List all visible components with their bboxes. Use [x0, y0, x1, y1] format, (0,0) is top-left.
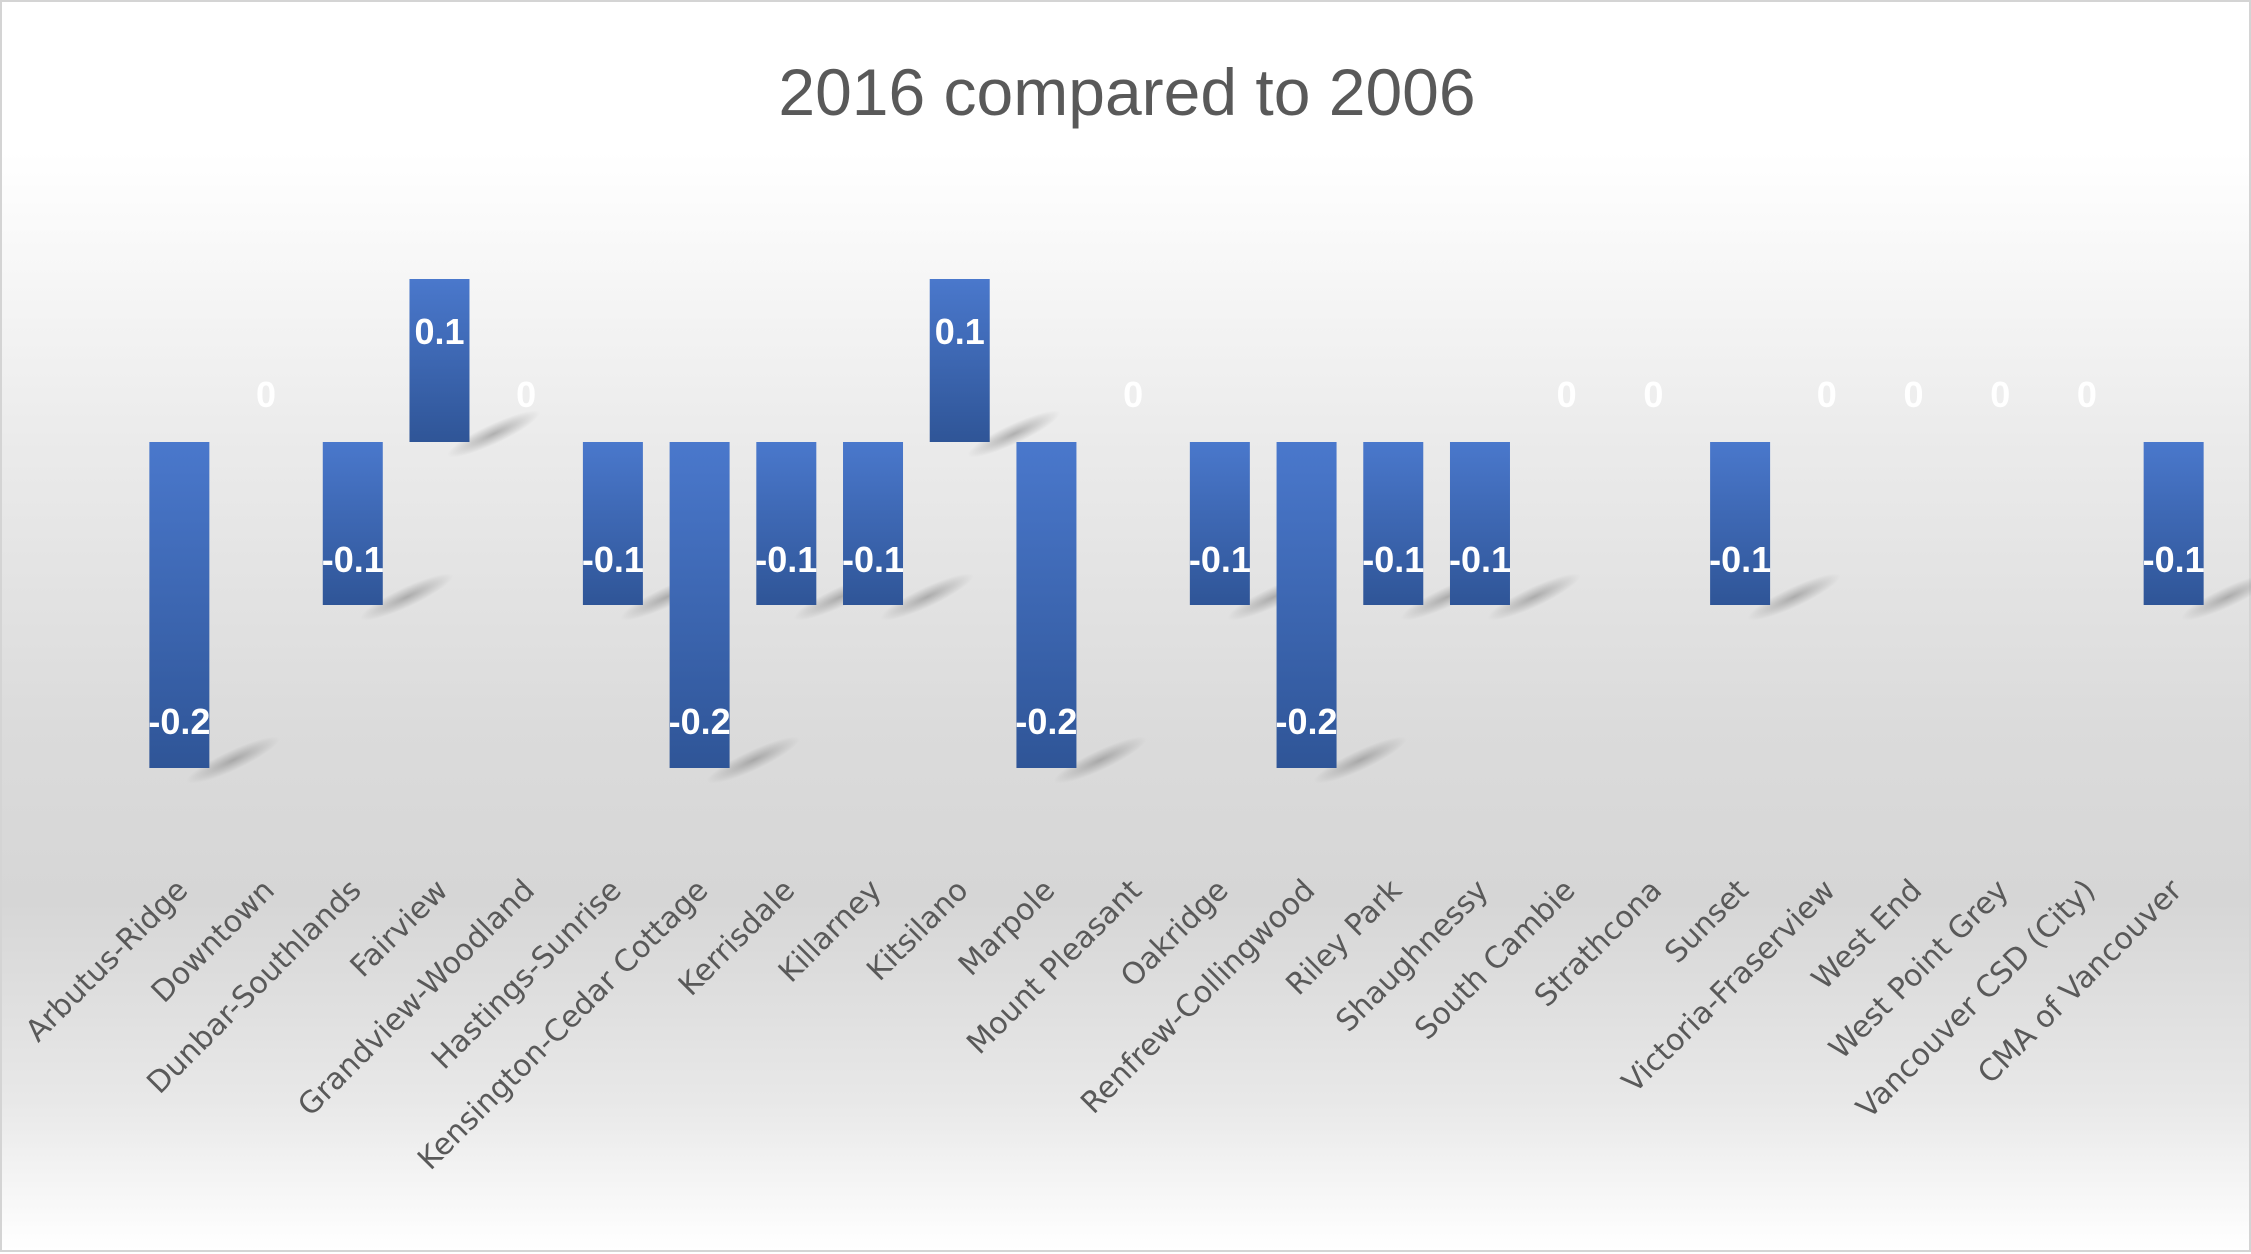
data-label: 0 [1557, 374, 1577, 415]
data-label: -0.1 [1449, 539, 1511, 580]
data-label: 0 [1643, 374, 1663, 415]
bar [149, 442, 210, 768]
bar [582, 442, 643, 605]
bar [409, 279, 470, 442]
data-label: -0.1 [1362, 539, 1424, 580]
category-labels: Arbutus-RidgeDowntownDunbar-SouthlandsFa… [19, 872, 2190, 1177]
data-label: -0.2 [148, 701, 210, 742]
data-label: -0.1 [582, 539, 644, 580]
data-label: 0 [2077, 374, 2097, 415]
bar-shadow [1747, 573, 1841, 621]
data-label: 0 [1123, 374, 1143, 415]
data-label: -0.1 [842, 539, 904, 580]
bar-shadow [707, 736, 801, 784]
bar [1276, 442, 1337, 768]
bar-shadow [186, 736, 280, 784]
data-label: -0.2 [1015, 701, 1077, 742]
data-label: 0 [516, 374, 536, 415]
bar-shadow [967, 410, 1061, 458]
bar [1189, 442, 1250, 605]
bar-shadow [447, 410, 540, 458]
data-label: -0.2 [1276, 701, 1338, 742]
data-label: 0 [256, 374, 276, 415]
bar [322, 442, 383, 605]
data-label: 0 [1817, 374, 1837, 415]
bar [1016, 442, 1077, 768]
data-label: 0 [1904, 374, 1924, 415]
bar [929, 279, 990, 442]
data-label: -0.1 [1189, 539, 1251, 580]
data-label: -0.1 [2143, 539, 2205, 580]
data-label: 0.1 [935, 311, 985, 352]
data-label: -0.1 [322, 539, 384, 580]
category-label: Shaughnessy [1329, 873, 1495, 1039]
bar-shadow [360, 573, 454, 621]
data-label: 0.1 [414, 311, 464, 352]
bar-shadow [1054, 736, 1147, 784]
bar [2143, 442, 2204, 605]
bar [1710, 442, 1771, 605]
bar-shadow [1314, 736, 1407, 784]
data-labels: -0.2 0 -0.1 0.1 0 -0.1 -0.2 -0.1 -0.1 0.1 -0.2 0 -0.… [148, 311, 2204, 742]
data-label: -0.2 [669, 701, 731, 742]
data-label: -0.1 [1709, 539, 1771, 580]
data-label: 0 [1990, 374, 2010, 415]
bar [1449, 442, 1510, 605]
bar [843, 442, 904, 605]
bar-shadow [1487, 573, 1581, 621]
data-label: -0.1 [755, 539, 817, 580]
chart-title: 2016 compared to 2006 [778, 55, 1475, 129]
bar [669, 442, 730, 768]
bar [756, 442, 817, 605]
bar-shadow [880, 573, 974, 621]
bars [149, 279, 2204, 768]
bar [1363, 442, 1424, 605]
